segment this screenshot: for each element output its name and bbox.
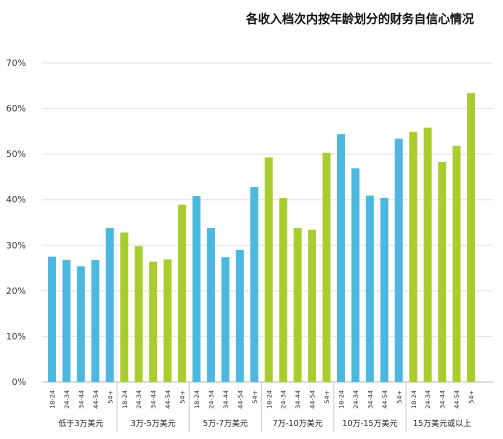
x-tick-label: 44-54 xyxy=(381,390,389,409)
x-tick-label: 54+ xyxy=(395,390,403,404)
bar xyxy=(134,246,143,382)
bar xyxy=(163,259,172,382)
x-tick-label: 54+ xyxy=(179,390,187,404)
y-tick-label: 60% xyxy=(6,105,26,115)
category-label: 7万-10万美元 xyxy=(273,418,323,428)
category-label: 低于3万美元 xyxy=(58,418,103,428)
y-tick-label: 0% xyxy=(12,378,27,388)
x-tick-label: 18-24 xyxy=(265,390,273,409)
y-tick-label: 40% xyxy=(6,196,26,206)
x-tick-label: 34-44 xyxy=(77,390,85,409)
category-label: 3万-5万美元 xyxy=(131,418,176,428)
bar xyxy=(48,256,56,382)
x-tick-label: 44-54 xyxy=(164,390,172,409)
bar xyxy=(409,131,418,382)
chart-title: 各收入档次内按年龄划分的财务自信心情况 xyxy=(245,12,474,26)
x-tick-label: 18-24 xyxy=(121,390,129,409)
category-label: 5万-7万美元 xyxy=(203,418,248,428)
bar xyxy=(452,145,461,382)
x-tick-label: 24-34 xyxy=(352,390,360,409)
bar xyxy=(467,93,476,382)
bar xyxy=(221,257,230,382)
bar xyxy=(279,197,288,382)
x-tick-label: 54+ xyxy=(323,390,331,404)
bar xyxy=(250,186,259,382)
x-tick-label: 54+ xyxy=(251,390,259,404)
x-tick-label: 44-54 xyxy=(236,390,244,409)
x-tick-label: 54+ xyxy=(468,390,476,404)
x-tick-label: 34-44 xyxy=(366,390,374,409)
x-tick-label: 44-54 xyxy=(453,390,461,409)
x-tick-label: 54+ xyxy=(106,390,114,404)
bar xyxy=(337,134,345,382)
bar xyxy=(206,227,215,382)
y-tick-label: 30% xyxy=(6,241,26,251)
bar xyxy=(264,157,273,382)
bar xyxy=(120,232,129,382)
bar xyxy=(62,259,71,382)
bar xyxy=(76,266,85,382)
bar xyxy=(308,229,317,382)
x-tick-label: 18-24 xyxy=(49,390,57,409)
category-label: 10万-15万美元 xyxy=(342,418,397,428)
x-tick-label: 24-34 xyxy=(280,390,288,409)
x-tick-label: 34-44 xyxy=(150,390,158,409)
y-tick-label: 70% xyxy=(6,59,26,69)
y-tick-label: 10% xyxy=(6,332,26,342)
bar xyxy=(351,168,360,382)
y-tick-label: 50% xyxy=(6,150,26,160)
x-tick-label: 34-44 xyxy=(294,390,302,409)
bar xyxy=(192,196,201,382)
bar xyxy=(423,127,432,382)
category-label: 15万美元或以上 xyxy=(413,418,471,428)
x-tick-label: 24-34 xyxy=(63,390,71,409)
bar xyxy=(322,152,331,382)
bar xyxy=(105,227,114,382)
x-tick-label: 18-24 xyxy=(193,390,201,409)
bar xyxy=(91,259,100,382)
y-tick-label: 20% xyxy=(6,287,26,297)
x-tick-label: 24-34 xyxy=(135,390,143,409)
x-tick-label: 24-34 xyxy=(207,390,215,409)
bar xyxy=(178,204,187,382)
x-tick-label: 24-34 xyxy=(424,390,432,409)
x-tick-label: 44-54 xyxy=(92,390,100,409)
x-tick-label: 18-24 xyxy=(410,390,418,409)
bar xyxy=(365,195,374,382)
bar xyxy=(235,249,244,382)
x-tick-label: 44-54 xyxy=(309,390,317,409)
x-tick-label: 34-44 xyxy=(222,390,230,409)
x-tick-label: 34-44 xyxy=(439,390,447,409)
x-tick-label: 18-24 xyxy=(338,390,346,409)
bar xyxy=(394,138,403,382)
bar xyxy=(380,197,389,382)
bar xyxy=(438,161,447,382)
bar xyxy=(149,261,158,382)
bar xyxy=(293,227,302,382)
